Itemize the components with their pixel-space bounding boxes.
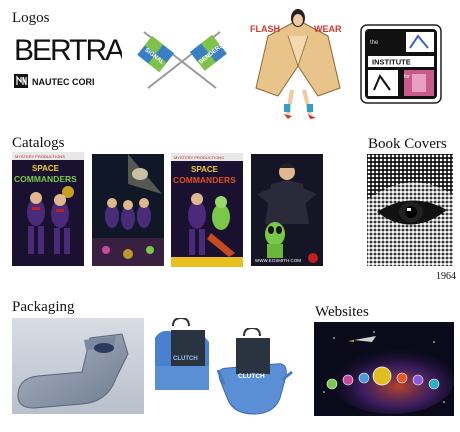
flash-wear-logo: FLASH WEAR (248, 6, 348, 124)
packaging-clutch-b[interactable]: CLUTCH (214, 328, 296, 418)
catalog-cover-4[interactable]: WWW.EGSMITH.COM (251, 154, 323, 266)
section-title-catalogs: Catalogs (12, 135, 65, 151)
catalog-cover-2[interactable] (92, 154, 164, 266)
book-cover-halftone[interactable] (367, 154, 453, 266)
clutch-a-brand: CLUTCH (173, 356, 198, 362)
catalog-1-title-1: SPACE (32, 164, 60, 173)
bertram-logo: BERTRAM (12, 30, 148, 67)
clutch-b-brand: CLUTCH (238, 373, 265, 380)
catalog-1-publisher: MYSTERY PRODUCTIONS (15, 154, 65, 159)
catalog-3-publisher: MYSTERY PRODUCTIONS (174, 155, 224, 160)
wear-text: WEAR (314, 24, 342, 34)
institute-mid-text: INSTITUTE (372, 58, 411, 67)
catalog-cover-3[interactable]: MYSTERY PRODUCTIONS SPACE COMMANDERS (171, 153, 243, 267)
section-title-packaging: Packaging (12, 299, 75, 315)
website-screenshot[interactable] (314, 322, 454, 416)
catalog-3-title-2: COMMANDERS (173, 175, 236, 185)
section-title-websites: Websites (315, 304, 369, 320)
packaging-sock[interactable] (12, 318, 144, 414)
catalog-4-url: WWW.EGSMITH.COM (255, 258, 301, 263)
nautec-logo: NAUTEC CORP (14, 73, 98, 89)
bertram-logo-text: BERTRAM (14, 34, 122, 66)
packaging-clutch-a[interactable]: CLUTCH (151, 318, 213, 398)
catalog-3-title-1: SPACE (191, 165, 219, 174)
nautec-logo-text: NAUTEC CORP (32, 77, 94, 87)
section-title-logos: Logos (12, 10, 50, 26)
catalog-cover-1[interactable]: MYSTERY PRODUCTIONS SPACE COMMANDERS (12, 152, 84, 266)
section-title-book-covers: Book Covers (368, 136, 447, 152)
institute-logo: the INSTITUTE for (360, 24, 442, 104)
signal-senders-logo: SIGNAL SENDERS (132, 26, 232, 96)
book-cover-year: 1964 (436, 271, 456, 282)
institute-bottom-text: for (404, 74, 410, 80)
catalog-1-title-2: COMMANDERS (14, 174, 77, 184)
institute-top-text: the (370, 40, 379, 46)
flash-text: FLASH (250, 24, 280, 34)
